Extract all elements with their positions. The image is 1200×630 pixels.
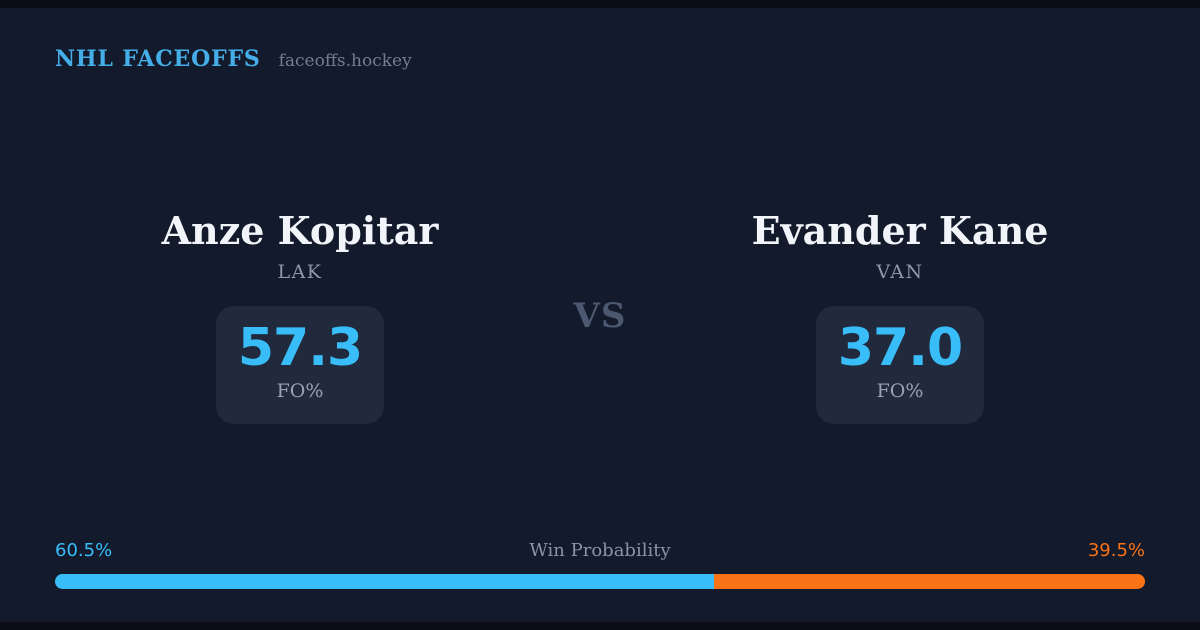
- stat-box: 57.3 FO%: [216, 306, 384, 424]
- win-probability-bar: [55, 574, 1145, 589]
- stat-label: FO%: [876, 380, 924, 402]
- matchup-section: Anze Kopitar LAK 57.3 FO% Evander Kane V…: [0, 208, 1200, 424]
- bottom-edge-strip: [0, 622, 1200, 630]
- versus-label: VS: [573, 296, 627, 336]
- site-url-text: faceoffs.hockey: [278, 51, 412, 71]
- win-probability-labels: 60.5% Win Probability 39.5%: [55, 540, 1145, 564]
- brand-logo-text: NHL FACEOFFS: [55, 46, 261, 72]
- faceoff-percentage-value: 57.3: [237, 318, 363, 378]
- win-probability-title: Win Probability: [529, 540, 671, 561]
- header: NHL FACEOFFS faceoffs.hockey: [55, 46, 412, 72]
- right-win-percentage: 39.5%: [1087, 540, 1145, 561]
- player-team-abbr: VAN: [876, 261, 924, 283]
- player-card-left: Anze Kopitar LAK 57.3 FO%: [0, 208, 600, 424]
- left-win-percentage: 60.5%: [55, 540, 113, 561]
- stat-box: 37.0 FO%: [816, 306, 984, 424]
- win-bar-left-segment: [55, 574, 715, 589]
- player-card-right: Evander Kane VAN 37.0 FO%: [600, 208, 1200, 424]
- faceoff-percentage-value: 37.0: [837, 318, 963, 378]
- player-name: Anze Kopitar: [161, 208, 439, 253]
- win-bar-right-segment: [714, 574, 1145, 589]
- top-edge-strip: [0, 0, 1200, 8]
- player-team-abbr: LAK: [277, 261, 323, 283]
- player-name: Evander Kane: [751, 208, 1049, 253]
- stat-label: FO%: [276, 380, 324, 402]
- win-probability-section: 60.5% Win Probability 39.5%: [55, 540, 1145, 589]
